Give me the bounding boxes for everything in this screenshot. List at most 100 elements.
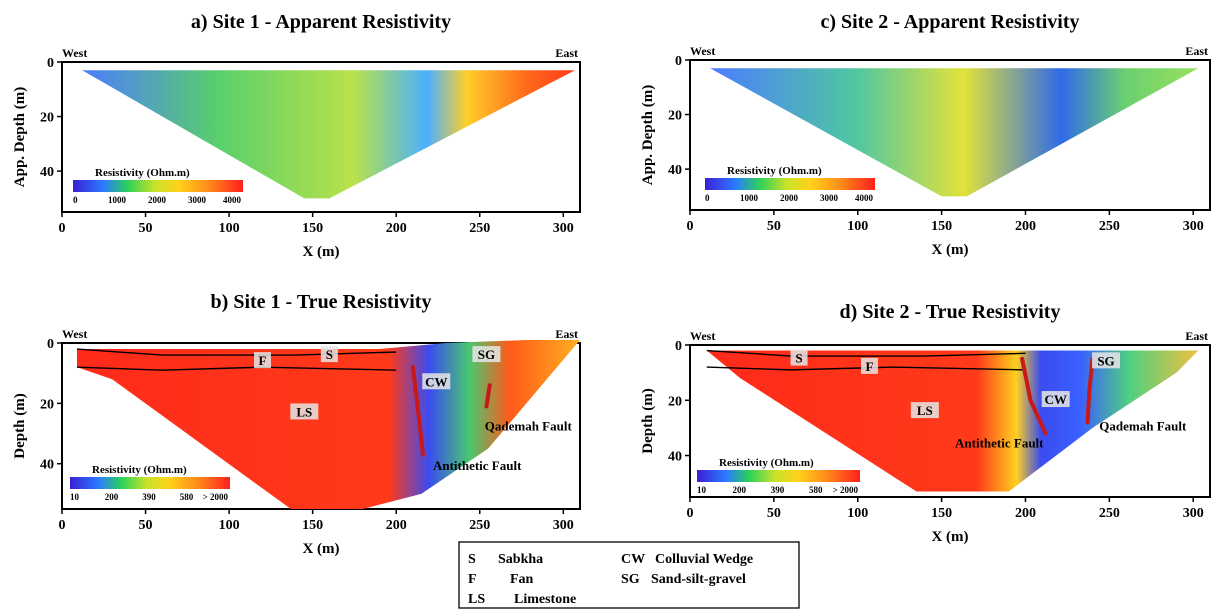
colorbar-tick-label: 1000: [108, 195, 127, 205]
colorbar-title: Resistivity (Ohm.m): [95, 167, 190, 179]
legend-frame: [458, 541, 800, 609]
panel-d: d) Site 2 - True Resistivity S F LS CW SG Qade…: [640, 301, 1211, 545]
y-axis-label: Depth (m): [640, 388, 656, 453]
y-tick-label: 20: [40, 111, 54, 126]
resistivity-section: [77, 340, 580, 509]
colorbar-tick-label: 2000: [148, 195, 167, 205]
y-axis-label: App. Depth (m): [12, 87, 28, 187]
colorbar-tick-label: 390: [771, 485, 785, 495]
colorbar-tick-label: 3000: [820, 193, 839, 203]
x-tick-label: 100: [219, 518, 240, 533]
direction-label-west: West: [62, 327, 87, 341]
unit-label: S: [326, 347, 333, 362]
y-tick-label: 0: [47, 56, 54, 71]
colorbar-title: Resistivity (Ohm.m): [92, 464, 187, 476]
colorbar-tick-label: > 2000: [833, 485, 859, 495]
fault-annotation: Antithetic Fault: [433, 458, 522, 473]
unit-label: SG: [1097, 353, 1114, 368]
colorbar-tick-label: 10: [697, 485, 707, 495]
legend-name: Limestone: [514, 592, 576, 607]
colorbar-tick-label: 0: [705, 193, 710, 203]
panel-title: c) Site 2 - Apparent Resistivity: [820, 11, 1079, 33]
x-tick-label: 100: [847, 219, 868, 234]
x-tick-label: 150: [931, 506, 952, 521]
direction-label-east: East: [555, 327, 578, 341]
unit-label-bg: [254, 352, 272, 369]
x-tick-label: 50: [767, 219, 781, 234]
x-tick-label: 50: [767, 506, 781, 521]
unit-label: CW: [425, 374, 447, 389]
panel-a: a) Site 1 - Apparent Resistivity West East…: [12, 11, 581, 260]
unit-label: LS: [917, 403, 933, 418]
colorbar-tick-label: 1000: [740, 193, 759, 203]
x-tick-label: 0: [687, 506, 694, 521]
x-tick-label: 250: [469, 221, 490, 236]
fault-line: [1085, 356, 1095, 425]
panel-b: b) Site 1 - True Resistivity S F LS CW SG Qade…: [12, 291, 581, 557]
colorbar-tick-label: 390: [142, 492, 156, 502]
legend-code: S: [468, 552, 476, 567]
x-tick-label: 50: [139, 221, 153, 236]
x-tick-label: 150: [302, 221, 323, 236]
y-tick-label: 40: [668, 450, 682, 465]
x-tick-label: 150: [302, 518, 323, 533]
colorbar-tick-label: 200: [105, 492, 119, 502]
unit-label-bg: [320, 346, 338, 363]
resistivity-section: [82, 70, 575, 199]
x-tick-label: 300: [553, 221, 574, 236]
x-tick-label: 0: [59, 221, 66, 236]
unit-label-bg: [290, 403, 319, 420]
colorbar-tick-label: 3000: [188, 195, 207, 205]
colorbar-title: Resistivity (Ohm.m): [719, 457, 814, 469]
legend-code: F: [468, 572, 477, 587]
unit-legend: S Sabkha CW Colluvial Wedge F Fan SG San…: [458, 541, 800, 609]
colorbar-tick-label: > 2000: [203, 492, 229, 502]
x-tick-label: 300: [1183, 219, 1204, 234]
x-axis-label: X (m): [302, 244, 339, 260]
unit-label: F: [259, 353, 267, 368]
fault-annotation: Qademah Fault: [485, 419, 573, 434]
x-tick-label: 250: [1099, 219, 1120, 234]
x-tick-label: 300: [553, 518, 574, 533]
surface-boundary-line: [706, 349, 1026, 357]
y-tick-label: 40: [668, 163, 682, 178]
legend-name: Sabkha: [498, 552, 543, 567]
colorbar: [705, 178, 875, 190]
resistivity-section: [706, 350, 1199, 492]
y-tick-label: 0: [47, 337, 54, 352]
direction-label-west: West: [690, 329, 715, 343]
x-tick-label: 150: [931, 219, 952, 234]
colorbar-tick-label: 580: [809, 485, 823, 495]
legend-code: CW: [621, 552, 645, 567]
x-tick-label: 50: [139, 518, 153, 533]
x-tick-label: 300: [1183, 506, 1204, 521]
unit-label-bg: [860, 357, 878, 374]
legend-name: Colluvial Wedge: [655, 552, 753, 567]
panel-title: d) Site 2 - True Resistivity: [840, 301, 1061, 323]
y-axis-label: App. Depth (m): [640, 85, 656, 185]
y-tick-label: 40: [40, 458, 54, 473]
legend-name: Sand-silt-gravel: [651, 572, 746, 587]
direction-label-west: West: [62, 46, 87, 60]
unit-label: LS: [296, 404, 312, 419]
x-tick-label: 100: [847, 506, 868, 521]
x-tick-label: 200: [1015, 219, 1036, 234]
limestone-boundary-line: [77, 366, 397, 371]
panel-title: b) Site 1 - True Resistivity: [211, 291, 432, 313]
fault-annotation: Antithetic Fault: [955, 435, 1044, 450]
legend-code: LS: [468, 592, 485, 607]
x-tick-label: 200: [386, 221, 407, 236]
x-tick-label: 250: [1099, 506, 1120, 521]
x-tick-label: 200: [1015, 506, 1036, 521]
fault-line: [484, 383, 492, 409]
x-tick-label: 250: [469, 518, 490, 533]
direction-label-west: West: [690, 44, 715, 58]
fault-annotation: Qademah Fault: [1099, 419, 1187, 434]
limestone-boundary-line: [706, 366, 1026, 371]
unit-label: F: [866, 359, 874, 374]
direction-label-east: East: [1185, 329, 1208, 343]
panel-c: c) Site 2 - Apparent Resistivity West East…: [640, 11, 1211, 258]
unit-label-bg: [1092, 352, 1120, 369]
colorbar-tick-label: 10: [70, 492, 80, 502]
x-tick-label: 200: [386, 518, 407, 533]
